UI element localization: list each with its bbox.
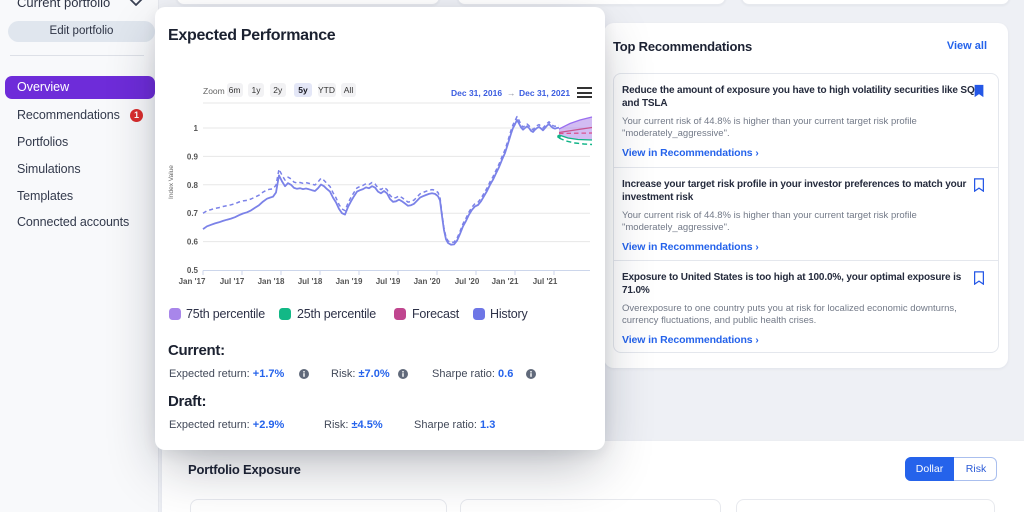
svg-text:Jan '19: Jan '19 bbox=[336, 277, 363, 286]
svg-text:Jul '19: Jul '19 bbox=[376, 277, 401, 286]
svg-text:0.7: 0.7 bbox=[187, 209, 199, 218]
svg-text:Jul '21: Jul '21 bbox=[533, 277, 558, 286]
svg-text:Jul '17: Jul '17 bbox=[220, 277, 245, 286]
svg-text:0.8: 0.8 bbox=[187, 181, 199, 190]
svg-text:Index Value: Index Value bbox=[168, 165, 175, 199]
svg-text:0.6: 0.6 bbox=[187, 238, 199, 247]
svg-text:1: 1 bbox=[194, 124, 199, 133]
svg-text:Jan '21: Jan '21 bbox=[492, 277, 519, 286]
svg-text:Jan '17: Jan '17 bbox=[179, 277, 206, 286]
svg-text:0.9: 0.9 bbox=[187, 152, 199, 161]
svg-text:Jan '20: Jan '20 bbox=[414, 277, 441, 286]
svg-text:Jul '20: Jul '20 bbox=[455, 277, 480, 286]
svg-text:Jul '18: Jul '18 bbox=[298, 277, 323, 286]
svg-text:0.5: 0.5 bbox=[187, 266, 199, 275]
svg-text:Jan '18: Jan '18 bbox=[258, 277, 285, 286]
